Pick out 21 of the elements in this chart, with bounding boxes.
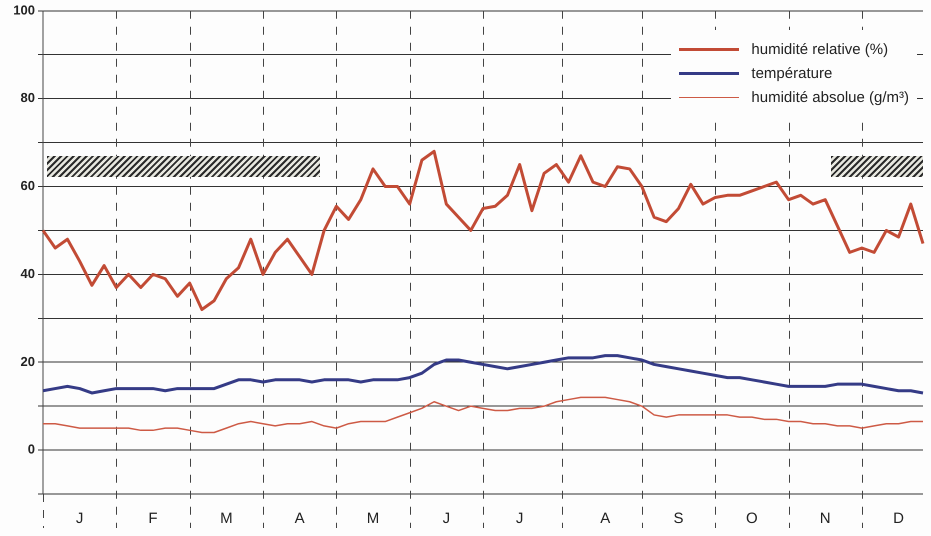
x-tick-label: F — [148, 510, 158, 528]
x-tick-label: O — [746, 510, 758, 528]
x-tick-label: J — [442, 510, 450, 528]
x-tick-label: D — [893, 510, 904, 528]
y-tick-label: 20 — [20, 354, 35, 369]
legend-label: humidité relative (%) — [751, 40, 888, 58]
x-tick-label: M — [220, 510, 233, 528]
legend-label: humidité absolue (g/m³) — [751, 88, 909, 106]
x-tick-label: J — [516, 510, 524, 528]
x-tick-label: J — [76, 510, 84, 528]
legend-label: température — [751, 64, 832, 82]
x-tick-label: A — [600, 510, 610, 528]
x-tick-label: M — [366, 510, 380, 528]
y-tick-label: 60 — [20, 178, 35, 194]
x-tick-label: A — [294, 510, 305, 528]
y-tick-label: 100 — [13, 2, 35, 18]
x-tick-label: N — [820, 510, 831, 528]
y-tick-label: 80 — [20, 90, 35, 106]
y-tick-label: 40 — [20, 266, 35, 281]
y-tick-label: 0 — [28, 442, 35, 457]
x-tick-label: S — [674, 510, 684, 528]
